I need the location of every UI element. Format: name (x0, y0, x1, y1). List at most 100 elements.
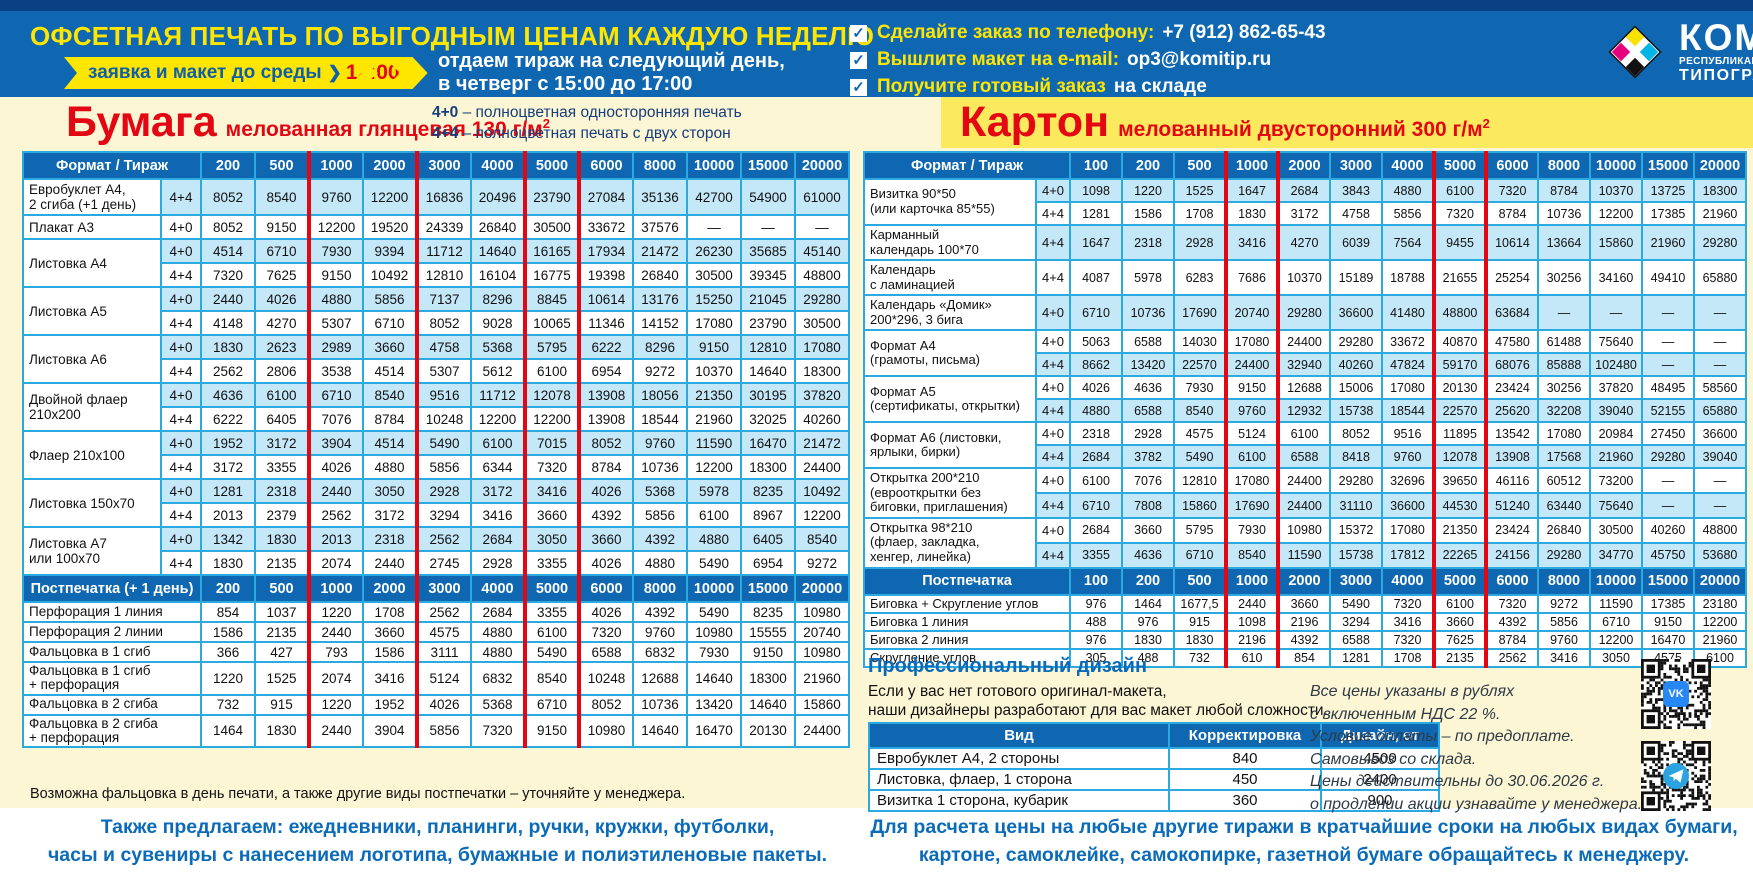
price-row: 4+4 1830 2135 2074 2440 2745 2928 3355 4026 4880 5… (23, 550, 850, 577)
tirage-header: 100 (1069, 566, 1123, 596)
price-cell: 12688 (1277, 375, 1331, 401)
mode-cell: 4+0 (160, 526, 202, 553)
price-cell: 2928 (416, 478, 472, 505)
price-cell: 3172 (362, 502, 419, 529)
price-cell: 21045 (740, 286, 796, 313)
price-cell: 8540 (1224, 541, 1280, 569)
price-cell: 8235 (740, 601, 796, 624)
price-cell: 29280 (1641, 444, 1695, 470)
price-cell: 75640 (1589, 329, 1643, 355)
price-cell: 41480 (1381, 294, 1435, 332)
format-label: Листовка А7 или 100х70 (22, 526, 162, 577)
tirage-header: 5000 (523, 574, 581, 604)
column-header: Формат / Тираж (22, 151, 202, 180)
price-cell: 11590 (1589, 593, 1643, 614)
price-cell: 3416 (1224, 223, 1280, 262)
tirage-header: 500 (1173, 566, 1227, 596)
price-cell: 4880 (470, 621, 526, 644)
price-row: 4+4 6222 6405 7076 8784 10248 12200 12200 13908 1… (23, 406, 850, 433)
price-cell: — (1641, 492, 1695, 519)
delivery-line1: отдаем тираж на следующий день, (438, 50, 785, 72)
paper-title: Бумага (66, 98, 217, 146)
design-price-table-box: Вид Корректировка Дизайн, от Евробуклет А4,… (868, 722, 1440, 812)
price-cell: 5795 (523, 334, 581, 361)
price-cell: 5490 (686, 601, 742, 624)
price-cell: 39040 (1589, 398, 1643, 424)
price-cell: 976 (1069, 629, 1123, 650)
tirage-header: 6000 (1485, 566, 1539, 596)
format-label: Открытка 98*210 (флаер, закладка, хенгер… (863, 516, 1037, 569)
mode-cell: 4+0 (1035, 178, 1071, 203)
price-cell: 5307 (416, 358, 472, 385)
price-row: Флаер 210х100 4+0 1952 3172 3904 4514 5490 6100… (22, 430, 850, 481)
price-cell: 4392 (632, 601, 688, 624)
post-row: Биговка + Скругление углов 976 1464 1677,5 2… (863, 593, 1747, 614)
price-cell: 48800 (1432, 294, 1488, 332)
post-row: Фальцовка в 2 сгиба + перфорация 1464 1830… (22, 713, 850, 748)
price-cell: 854 (1277, 647, 1331, 668)
price-cell: 9150 (1224, 375, 1280, 401)
price-cell: 4636 (1121, 541, 1175, 569)
price-cell: 15189 (1329, 259, 1383, 297)
price-cell: 1464 (200, 713, 256, 748)
price-cell: 4026 (578, 550, 634, 577)
price-cell: 2562 (1485, 647, 1539, 668)
price-cell: 17080 (1537, 421, 1591, 447)
price-cell: 6954 (740, 550, 796, 577)
price-cell: 32940 (1277, 352, 1331, 378)
format-label: Флаер 210х100 (22, 430, 162, 481)
price-cell: 35136 (632, 177, 688, 217)
contact-manager-text: Для расчета цены на любые другие тиражи … (870, 816, 1738, 866)
mode-cell: 4+4 (1035, 259, 1071, 297)
price-cell: 10980 (794, 601, 850, 624)
price-cell: 24400 (794, 713, 850, 748)
price-cell: 4270 (254, 310, 310, 337)
mode-cell: 4+4 (160, 502, 202, 529)
price-cell: — (1641, 294, 1695, 332)
price-row: Календарь «Домик» 200*296, 3 бига 4+0 6710… (863, 294, 1747, 332)
price-cell: 10980 (794, 641, 850, 664)
price-cell: 6100 (523, 358, 581, 385)
price-cell: 1281 (1069, 201, 1123, 226)
mode-cell: 4+4 (160, 406, 202, 433)
price-cell: 1830 (254, 526, 310, 553)
price-cell: 40260 (794, 406, 850, 433)
price-row: Евробуклет А4, 2 сгиба (+1 день) 4+4 8052 8… (22, 177, 850, 217)
price-cell: 9760 (632, 430, 688, 457)
price-cell: 5124 (416, 661, 472, 696)
price-cell: 13725 (1641, 178, 1695, 203)
price-cell: 7015 (523, 430, 581, 457)
tirage-header: 500 (254, 574, 310, 604)
price-cell: 32208 (1537, 398, 1591, 424)
price-cell: 1677,5 (1173, 593, 1227, 614)
price-cell: 4270 (1277, 223, 1331, 262)
price-cell: 3294 (1329, 611, 1383, 632)
price-row: Листовка А5 4+0 2440 4026 4880 5856 7137 8296 88… (22, 286, 850, 337)
price-cell: 73200 (1589, 467, 1643, 495)
price-cell: 3660 (362, 621, 419, 644)
tirage-header: 500 (254, 151, 310, 180)
price-cell: 15738 (1329, 541, 1383, 569)
price-cell: 488 (1069, 611, 1123, 632)
mode-cell: 4+0 (160, 382, 202, 409)
price-cell: 23424 (1485, 375, 1539, 401)
price-cell: 12200 (1693, 611, 1747, 632)
price-cell: 5124 (1224, 421, 1280, 447)
post-row: Перфорация 2 линии 1586 2135 2440 3660 4575 48… (22, 621, 850, 644)
design-row: Визитка 1 сторона, кубарик 360 900 (868, 789, 1440, 812)
price-cell: 1098 (1224, 611, 1280, 632)
price-cell: 5856 (362, 286, 419, 313)
price-cell: 22570 (1173, 352, 1227, 378)
note-line: Все цены указаны в рублях (1310, 683, 1515, 700)
price-cell: 13908 (578, 382, 634, 409)
price-cell: 40260 (1329, 352, 1383, 378)
mode-cell: 4+4 (1035, 541, 1071, 569)
price-row: Формат А5 (сертификаты, открытки) 4+0 4026… (863, 375, 1747, 424)
price-cell: 8540 (1173, 398, 1227, 424)
format-label: Календарь «Домик» 200*296, 3 бига (863, 294, 1037, 332)
price-cell: 6588 (1121, 329, 1175, 355)
price-cell: 20740 (794, 621, 850, 644)
price-cell: 6405 (740, 526, 796, 553)
price-cell: 732 (200, 693, 256, 716)
price-cell: — (1641, 329, 1695, 355)
